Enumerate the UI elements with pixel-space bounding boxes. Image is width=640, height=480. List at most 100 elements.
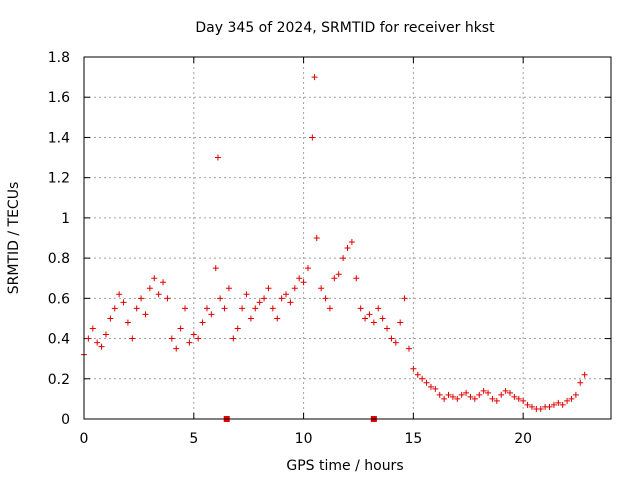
- data-point: [449, 393, 456, 400]
- data-point: [296, 275, 303, 282]
- chart-title: Day 345 of 2024, SRMTID for receiver hks…: [195, 20, 495, 36]
- data-point: [502, 387, 509, 394]
- data-point: [357, 305, 364, 312]
- data-point: [489, 395, 496, 402]
- data-point: [419, 375, 426, 382]
- data-point: [98, 343, 105, 350]
- data-point: [160, 279, 167, 286]
- data-point: [304, 265, 311, 272]
- data-point: [340, 255, 347, 262]
- grid-lines: [84, 57, 611, 419]
- data-point: [239, 305, 246, 312]
- data-point: [546, 403, 553, 410]
- data-point: [186, 339, 193, 346]
- data-point: [559, 401, 566, 408]
- y-tick-label: 0.6: [48, 291, 70, 307]
- data-point: [445, 391, 452, 398]
- data-point: [85, 335, 92, 342]
- data-point: [102, 331, 109, 338]
- data-point: [375, 305, 382, 312]
- data-point: [182, 305, 189, 312]
- data-point: [476, 391, 483, 398]
- data-point: [287, 299, 294, 306]
- data-point: [423, 379, 430, 386]
- data-point: [212, 265, 219, 272]
- data-point: [291, 285, 298, 292]
- data-point: [313, 235, 320, 241]
- data-point: [384, 325, 391, 332]
- data-point: [164, 295, 171, 302]
- y-tick-label: 0.2: [48, 372, 70, 388]
- data-point: [353, 275, 360, 282]
- data-point: [458, 391, 465, 398]
- data-point: [331, 275, 338, 282]
- y-tick-label: 0.8: [48, 251, 70, 267]
- data-point: [203, 305, 210, 312]
- data-point: [414, 371, 421, 378]
- data-point: [520, 397, 527, 404]
- data-point: [366, 311, 373, 318]
- data-point: [309, 134, 316, 141]
- data-point: [427, 383, 434, 390]
- plot-frame: [83, 56, 612, 420]
- data-point: [388, 335, 395, 342]
- data-point: [454, 395, 461, 402]
- data-point: [379, 315, 386, 322]
- data-point: [397, 319, 404, 326]
- data-point: [410, 365, 417, 372]
- x-tick-label: 15: [404, 431, 422, 447]
- data-point: [318, 285, 325, 292]
- data-point: [362, 315, 369, 322]
- data-point: [177, 325, 184, 332]
- data-point: [173, 345, 180, 352]
- data-point: [142, 311, 149, 318]
- data-point: [370, 319, 377, 326]
- x-tick-label: 0: [80, 431, 89, 447]
- data-point: [138, 295, 145, 302]
- data-point: [230, 335, 237, 342]
- x-tick-label: 10: [295, 431, 313, 447]
- data-point: [195, 335, 202, 342]
- data-point: [89, 325, 96, 332]
- data-point: [234, 325, 241, 332]
- data-point: [124, 319, 131, 326]
- data-point: [493, 397, 500, 404]
- data-point: [199, 319, 206, 326]
- data-point: [348, 239, 355, 246]
- y-tick-label: 1: [61, 211, 70, 227]
- data-point: [146, 285, 153, 292]
- data-point: [436, 391, 443, 398]
- data-point: [155, 291, 162, 298]
- data-point: [405, 345, 412, 352]
- data-point: [463, 389, 470, 396]
- data-point: [524, 401, 531, 408]
- data-point: [506, 389, 513, 396]
- data-point: [151, 275, 158, 282]
- data-points: [81, 74, 588, 412]
- x-tick-label: 5: [189, 431, 198, 447]
- data-point: [572, 391, 579, 398]
- data-point: [243, 291, 250, 298]
- data-point: [511, 393, 518, 400]
- data-point: [485, 389, 492, 396]
- data-point: [344, 245, 351, 252]
- data-point: [247, 315, 254, 322]
- data-point: [577, 379, 584, 386]
- data-point: [550, 401, 557, 408]
- data-point: [555, 399, 562, 406]
- data-point: [311, 74, 318, 81]
- y-tick-label: 1.6: [48, 90, 70, 106]
- data-point: [335, 271, 342, 278]
- y-tick-label: 0.4: [48, 332, 70, 348]
- data-point: [133, 305, 140, 312]
- data-point: [274, 315, 281, 322]
- data-point: [265, 285, 272, 292]
- data-point: [441, 395, 448, 402]
- data-point: [471, 395, 478, 402]
- data-point: [515, 395, 522, 402]
- data-point: [225, 285, 232, 292]
- data-point: [432, 385, 439, 392]
- y-axis-label: SRMTID / TECUs: [6, 182, 22, 295]
- y-tick-label: 0: [61, 412, 70, 428]
